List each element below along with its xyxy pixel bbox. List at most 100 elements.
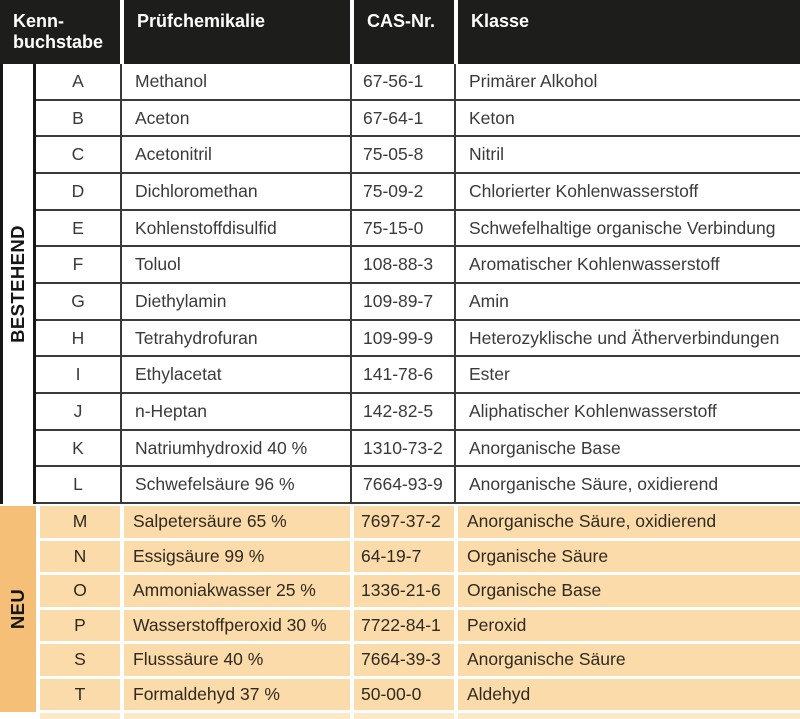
- section-bestehend: BESTEHEND A Methanol 67-56-1 Primärer Al…: [0, 64, 800, 504]
- strip-cell: [40, 713, 120, 719]
- column-header-kennbuchstabe: Kenn-buchstabe: [0, 0, 120, 64]
- cell-pruefchemikalie: Flusssäure 40 %: [124, 644, 350, 676]
- table-row: H Tetrahydrofuran 109-99-9 Heterozyklisc…: [36, 318, 800, 356]
- table-row: P Wasserstoffperoxid 30 % 7722-84-1 Pero…: [40, 609, 800, 641]
- cell-pruefchemikalie: Ammoniakwasser 25 %: [124, 575, 350, 607]
- cell-kennbuchstabe: J: [73, 400, 83, 421]
- cell-pruefchemikalie: Dichloromethan: [120, 174, 350, 209]
- cell-cas-nr: 50-00-0: [354, 678, 454, 710]
- cell-klasse: Organische Base: [458, 575, 800, 607]
- strip-cell: [458, 713, 800, 719]
- strip-cell: [354, 713, 454, 719]
- cell-kennbuchstabe: G: [71, 290, 85, 311]
- cell-kennbuchstabe: D: [71, 180, 85, 201]
- vertical-label-bestehend: BESTEHEND: [7, 225, 28, 343]
- cell-klasse: Aliphatischer Kohlenwasserstoff: [454, 394, 800, 429]
- cell-cas-nr: 108-88-3: [350, 247, 454, 283]
- table-row: N Essigsäure 99 % 64-19-7 Organische Säu…: [40, 540, 800, 572]
- table-row: B Aceton 67-64-1 Keton: [36, 98, 800, 136]
- cell-klasse: Peroxid: [458, 609, 800, 641]
- cell-cas-nr: 7697-37-2: [354, 506, 454, 538]
- table-row: J n-Heptan 142-82-5 Aliphatischer Kohlen…: [36, 392, 800, 429]
- cell-kennbuchstabe: F: [72, 254, 84, 275]
- cell-pruefchemikalie: n-Heptan: [120, 394, 350, 429]
- cell-kennbuchstabe: N: [40, 540, 120, 572]
- cell-klasse: Anorganische Säure, oxidierend: [454, 467, 800, 503]
- cell-pruefchemikalie: Schwefelsäure 96 %: [120, 467, 350, 503]
- cell-kennbuchstabe: B: [72, 107, 84, 128]
- cell-klasse: Heterozyklische und Ätherverbindungen: [454, 320, 800, 356]
- cell-klasse: Chlorierter Kohlenwasserstoff: [454, 174, 800, 209]
- cell-pruefchemikalie: Tetrahydrofuran: [120, 320, 350, 356]
- table-row: T Formaldehyd 37 % 50-00-0 Aldehyd: [40, 678, 800, 710]
- cell-pruefchemikalie: Ethylacetat: [120, 357, 350, 393]
- cell-klasse: Primärer Alkohol: [454, 64, 800, 99]
- cell-kennbuchstabe: E: [72, 217, 84, 238]
- section-band-bestehend: BESTEHEND: [0, 64, 36, 504]
- cell-pruefchemikalie: Methanol: [120, 64, 350, 99]
- cell-cas-nr: 75-09-2: [350, 174, 454, 209]
- section-neu: NEU M Salpetersäure 65 % 7697-37-2 Anorg…: [0, 504, 800, 719]
- column-header-pruefchemikalie: Prüfchemikalie: [120, 0, 350, 64]
- cell-kennbuchstabe: S: [40, 644, 120, 676]
- table-row: K Natriumhydroxid 40 % 1310-73-2 Anorgan…: [36, 428, 800, 466]
- cell-pruefchemikalie: Aceton: [120, 100, 350, 136]
- cell-pruefchemikalie: Kohlenstoffdisulfid: [120, 210, 350, 246]
- cell-kennbuchstabe: A: [72, 70, 84, 91]
- cell-cas-nr: 64-19-7: [354, 540, 454, 572]
- cell-kennbuchstabe: O: [40, 575, 120, 607]
- cell-cas-nr: 1336-21-6: [354, 575, 454, 607]
- table-row: M Salpetersäure 65 % 7697-37-2 Anorganis…: [40, 506, 800, 538]
- cell-cas-nr: 7664-93-9: [350, 467, 454, 503]
- table-row: I Ethylacetat 141-78-6 Ester: [36, 355, 800, 393]
- cell-pruefchemikalie: Wasserstoffperoxid 30 %: [124, 609, 350, 641]
- cell-pruefchemikalie: Toluol: [120, 247, 350, 283]
- cell-pruefchemikalie: Acetonitril: [120, 137, 350, 173]
- section-band-neu: NEU: [0, 506, 36, 712]
- cell-cas-nr: 141-78-6: [350, 357, 454, 393]
- cell-kennbuchstabe: L: [73, 474, 83, 495]
- cell-pruefchemikalie: Diethylamin: [120, 284, 350, 319]
- cell-cas-nr: 75-05-8: [350, 137, 454, 173]
- cell-kennbuchstabe: H: [71, 327, 85, 348]
- bottom-partial-row-strip: [40, 713, 800, 719]
- table-row: D Dichloromethan 75-09-2 Chlorierter Koh…: [36, 172, 800, 209]
- cell-kennbuchstabe: K: [72, 437, 84, 458]
- cell-kennbuchstabe: M: [40, 506, 120, 538]
- cell-cas-nr: 1310-73-2: [350, 430, 454, 466]
- cell-cas-nr: 7722-84-1: [354, 609, 454, 641]
- cell-cas-nr: 109-99-9: [350, 320, 454, 356]
- table-row: A Methanol 67-56-1 Primärer Alkohol: [36, 64, 800, 99]
- cell-pruefchemikalie: Essigsäure 99 %: [124, 540, 350, 572]
- table-row: F Toluol 108-88-3 Aromatischer Kohlenwas…: [36, 245, 800, 283]
- cell-klasse: Organische Säure: [458, 540, 800, 572]
- table-row: E Kohlenstoffdisulfid 75-15-0 Schwefelha…: [36, 208, 800, 246]
- cell-klasse: Aldehyd: [458, 678, 800, 710]
- table-row: O Ammoniakwasser 25 % 1336-21-6 Organisc…: [40, 575, 800, 607]
- column-header-klasse: Klasse: [454, 0, 800, 64]
- cell-kennbuchstabe: C: [71, 144, 85, 165]
- table-row: S Flusssäure 40 % 7664-39-3 Anorganische…: [40, 644, 800, 676]
- cell-cas-nr: 7664-39-3: [354, 644, 454, 676]
- table-row: L Schwefelsäure 96 % 7664-93-9 Anorganis…: [36, 465, 800, 503]
- column-header-cas-nr: CAS-Nr.: [350, 0, 454, 64]
- cell-klasse: Nitril: [454, 137, 800, 173]
- cell-kennbuchstabe: T: [40, 678, 120, 710]
- cell-klasse: Anorganische Säure: [458, 644, 800, 676]
- cell-klasse: Schwefelhaltige organische Verbindung: [454, 210, 800, 246]
- cell-pruefchemikalie: Natriumhydroxid 40 %: [120, 430, 350, 466]
- rows-neu: M Salpetersäure 65 % 7697-37-2 Anorganis…: [40, 506, 800, 710]
- cell-pruefchemikalie: Salpetersäure 65 %: [124, 506, 350, 538]
- vertical-label-neu: NEU: [7, 588, 28, 630]
- cell-klasse: Ester: [454, 357, 800, 393]
- cell-cas-nr: 109-89-7: [350, 284, 454, 319]
- cell-kennbuchstabe: I: [75, 364, 81, 385]
- cell-klasse: Keton: [454, 100, 800, 136]
- table-row: G Diethylamin 109-89-7 Amin: [36, 282, 800, 319]
- cell-klasse: Amin: [454, 284, 800, 319]
- cell-cas-nr: 67-64-1: [350, 100, 454, 136]
- cell-klasse: Aromatischer Kohlenwasserstoff: [454, 247, 800, 283]
- cell-klasse: Anorganische Säure, oxidierend: [458, 506, 800, 538]
- table-row: C Acetonitril 75-05-8 Nitril: [36, 135, 800, 173]
